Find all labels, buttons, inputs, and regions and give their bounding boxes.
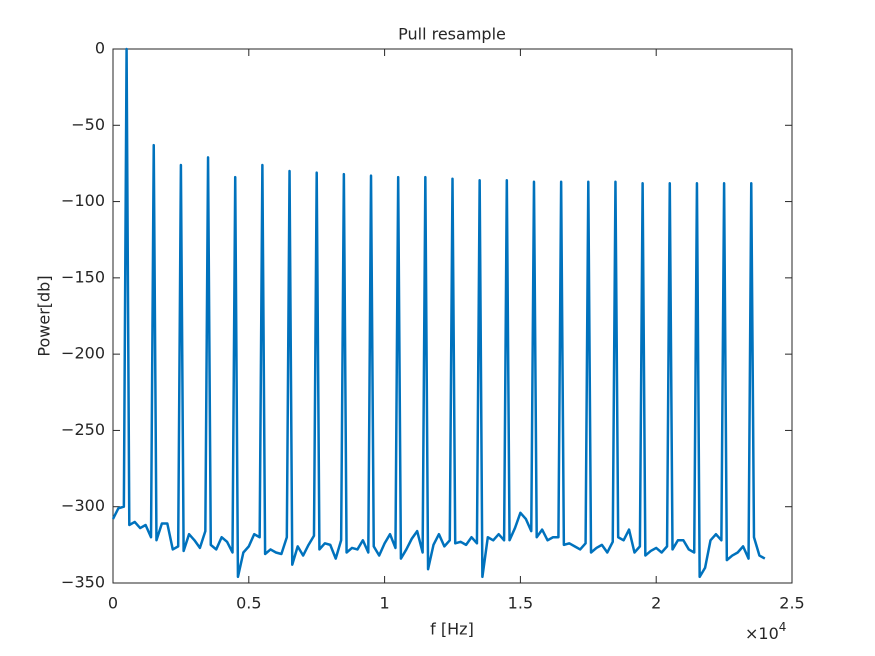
chart-title: Pull resample	[398, 25, 506, 44]
x-multiplier-base: ×10	[745, 624, 779, 643]
y-tick-label: 0	[95, 39, 105, 58]
x-tick-label: 1.5	[508, 594, 533, 613]
x-tick-label: 2.5	[779, 594, 804, 613]
x-multiplier-exponent: 4	[779, 620, 787, 634]
x-tick-label: 1	[380, 594, 390, 613]
y-axis-label: Power[db]	[35, 275, 54, 356]
y-tick-label: −250	[61, 420, 105, 439]
y-tick-label: −100	[61, 191, 105, 210]
y-tick-label: −50	[71, 115, 105, 134]
x-tick-label: 0	[108, 594, 118, 613]
y-tick-label: −300	[61, 496, 105, 515]
y-tick-label: −200	[61, 344, 105, 363]
x-multiplier: ×104	[745, 620, 786, 643]
y-tick-label: −350	[61, 573, 105, 592]
x-axis-label: f [Hz]	[430, 620, 474, 639]
x-tick-label: 2	[651, 594, 661, 613]
data-line	[111, 47, 766, 579]
x-tick-label: 0.5	[236, 594, 261, 613]
y-tick-label: −150	[61, 267, 105, 286]
